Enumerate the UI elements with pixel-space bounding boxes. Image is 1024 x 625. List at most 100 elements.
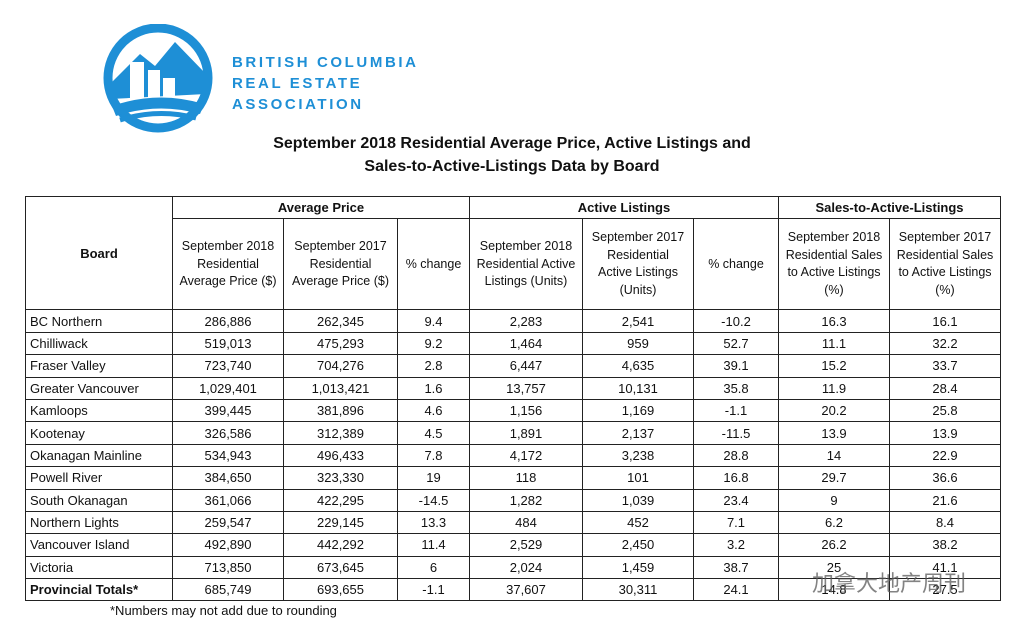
cell: 15.2 bbox=[778, 354, 890, 378]
table-row: Greater Vancouver 1,029,401 1,013,421 1.6 13… bbox=[25, 376, 1001, 400]
cell: 959 bbox=[582, 331, 694, 356]
cell: 9 bbox=[778, 488, 890, 512]
cell: 37,607 bbox=[469, 578, 583, 602]
cell: 2,529 bbox=[469, 533, 583, 557]
column-header: September 2017 Residential Sales to Acti… bbox=[889, 218, 1001, 311]
cell: 262,345 bbox=[283, 309, 398, 333]
column-header: September 2018 Residential Sales to Acti… bbox=[778, 218, 890, 311]
group-header: Sales-to-Active-Listings bbox=[778, 195, 1001, 220]
cell: 13.9 bbox=[889, 421, 1001, 445]
column-header: September 2017 Residential Average Price… bbox=[283, 218, 398, 311]
cell: 723,740 bbox=[172, 354, 284, 378]
cell: 2,137 bbox=[582, 421, 694, 445]
board-name: Provincial Totals* bbox=[25, 578, 173, 602]
title: September 2018 Residential Average Price… bbox=[0, 132, 1024, 178]
cell: 26.2 bbox=[778, 533, 890, 557]
cell: 384,650 bbox=[172, 466, 284, 490]
column-header-row: September 2018 Residential Average Price… bbox=[26, 218, 1001, 311]
cell: 492,890 bbox=[172, 533, 284, 557]
cell: 7.8 bbox=[397, 443, 470, 468]
cell: 24.1 bbox=[693, 578, 779, 602]
cell: 1,464 bbox=[469, 331, 583, 356]
cell: 704,276 bbox=[283, 354, 398, 378]
header-row: Board Average Price Active Listings Sales-t… bbox=[25, 195, 1001, 311]
cell: 1,282 bbox=[469, 488, 583, 512]
cell: 11.4 bbox=[397, 533, 470, 557]
cell: 39.1 bbox=[693, 354, 779, 378]
cell: 33.7 bbox=[889, 354, 1001, 378]
cell: 118 bbox=[469, 466, 583, 490]
cell: 38.2 bbox=[889, 533, 1001, 557]
cell: 21.6 bbox=[889, 488, 1001, 512]
watermark: 加拿大地产周刊 bbox=[812, 571, 967, 596]
cell: 36.6 bbox=[889, 466, 1001, 490]
org-line: ASSOCIATION bbox=[232, 96, 364, 113]
table-row: BC Northern 286,886 262,345 9.4 2,283 2,541 -1… bbox=[25, 309, 1001, 333]
board-name: Victoria bbox=[25, 555, 173, 580]
cell: 2,541 bbox=[582, 309, 694, 333]
board-name: Kootenay bbox=[25, 421, 173, 445]
cell: 286,886 bbox=[172, 309, 284, 333]
org-name: BRITISH COLUMBIA REAL ESTATE ASSOCIATION bbox=[232, 52, 419, 115]
cell: 1,169 bbox=[582, 398, 694, 423]
cell: -14.5 bbox=[397, 488, 470, 512]
cell: 16.1 bbox=[889, 309, 1001, 333]
column-header: % change bbox=[397, 218, 470, 311]
cell: 381,896 bbox=[283, 398, 398, 423]
title-line: September 2018 Residential Average Price… bbox=[273, 135, 751, 152]
cell: 361,066 bbox=[172, 488, 284, 512]
title-line: Sales-to-Active-Listings Data by Board bbox=[364, 158, 660, 175]
cell: 685,749 bbox=[172, 578, 284, 602]
table-row: South Okanagan 361,066 422,295 -14.5 1,282 1,… bbox=[25, 488, 1001, 512]
cell: 1,029,401 bbox=[172, 376, 284, 400]
table-row: Okanagan Mainline 534,943 496,433 7.8 4,172 3… bbox=[25, 443, 1001, 468]
table-row: Kootenay 326,586 312,389 4.5 1,891 2,137 -11.5… bbox=[25, 421, 1001, 445]
org-line: BRITISH COLUMBIA bbox=[232, 54, 419, 71]
cell: 1.6 bbox=[397, 376, 470, 400]
cell: 326,586 bbox=[172, 421, 284, 445]
cell: -1.1 bbox=[397, 578, 470, 602]
cell: 4,172 bbox=[469, 443, 583, 468]
cell: 452 bbox=[582, 510, 694, 535]
cell: 38.7 bbox=[693, 555, 779, 580]
table-row: Kamloops 399,445 381,896 4.6 1,156 1,169 -1.1 2… bbox=[25, 398, 1001, 423]
cell: 32.2 bbox=[889, 331, 1001, 356]
board-name: Northern Lights bbox=[25, 510, 173, 535]
cell: 8.4 bbox=[889, 510, 1001, 535]
cell: 496,433 bbox=[283, 443, 398, 468]
group-header: Average Price bbox=[172, 195, 470, 220]
cell: 6.2 bbox=[778, 510, 890, 535]
board-header: Board bbox=[25, 195, 173, 311]
logo bbox=[103, 24, 213, 133]
cell: 7.1 bbox=[693, 510, 779, 535]
cell: 442,292 bbox=[283, 533, 398, 557]
cell: 323,330 bbox=[283, 466, 398, 490]
cell: 52.7 bbox=[693, 331, 779, 356]
cell: 25.8 bbox=[889, 398, 1001, 423]
cell: 4.6 bbox=[397, 398, 470, 423]
cell: 16.3 bbox=[778, 309, 890, 333]
cell: 23.4 bbox=[693, 488, 779, 512]
cell: 713,850 bbox=[172, 555, 284, 580]
cell: 4.5 bbox=[397, 421, 470, 445]
table-row: Provincial Totals* 685,749 693,655 -1.1 37,6… bbox=[25, 578, 1001, 602]
column-header: September 2018 Residential Active Listin… bbox=[469, 218, 583, 311]
footnote: *Numbers may not add due to rounding bbox=[110, 603, 337, 618]
cell: 3.2 bbox=[693, 533, 779, 557]
cell: 25 bbox=[778, 555, 890, 580]
cell: 2,024 bbox=[469, 555, 583, 580]
cell: 1,459 bbox=[582, 555, 694, 580]
cell: -1.1 bbox=[693, 398, 779, 423]
board-name: Kamloops bbox=[25, 398, 173, 423]
cell: 519,013 bbox=[172, 331, 284, 356]
board-name: Chilliwack bbox=[25, 331, 173, 356]
table-row: Chilliwack 519,013 475,293 9.2 1,464 959 52.7 1… bbox=[25, 331, 1001, 356]
board-name: Fraser Valley bbox=[25, 354, 173, 378]
group-header: Active Listings bbox=[469, 195, 779, 220]
cell: 20.2 bbox=[778, 398, 890, 423]
data-table: Board Average Price Active Listings Sales-t… bbox=[25, 195, 1001, 602]
cell: 1,013,421 bbox=[283, 376, 398, 400]
board-name: BC Northern bbox=[25, 309, 173, 333]
cell: 1,891 bbox=[469, 421, 583, 445]
column-header: % change bbox=[693, 218, 779, 311]
